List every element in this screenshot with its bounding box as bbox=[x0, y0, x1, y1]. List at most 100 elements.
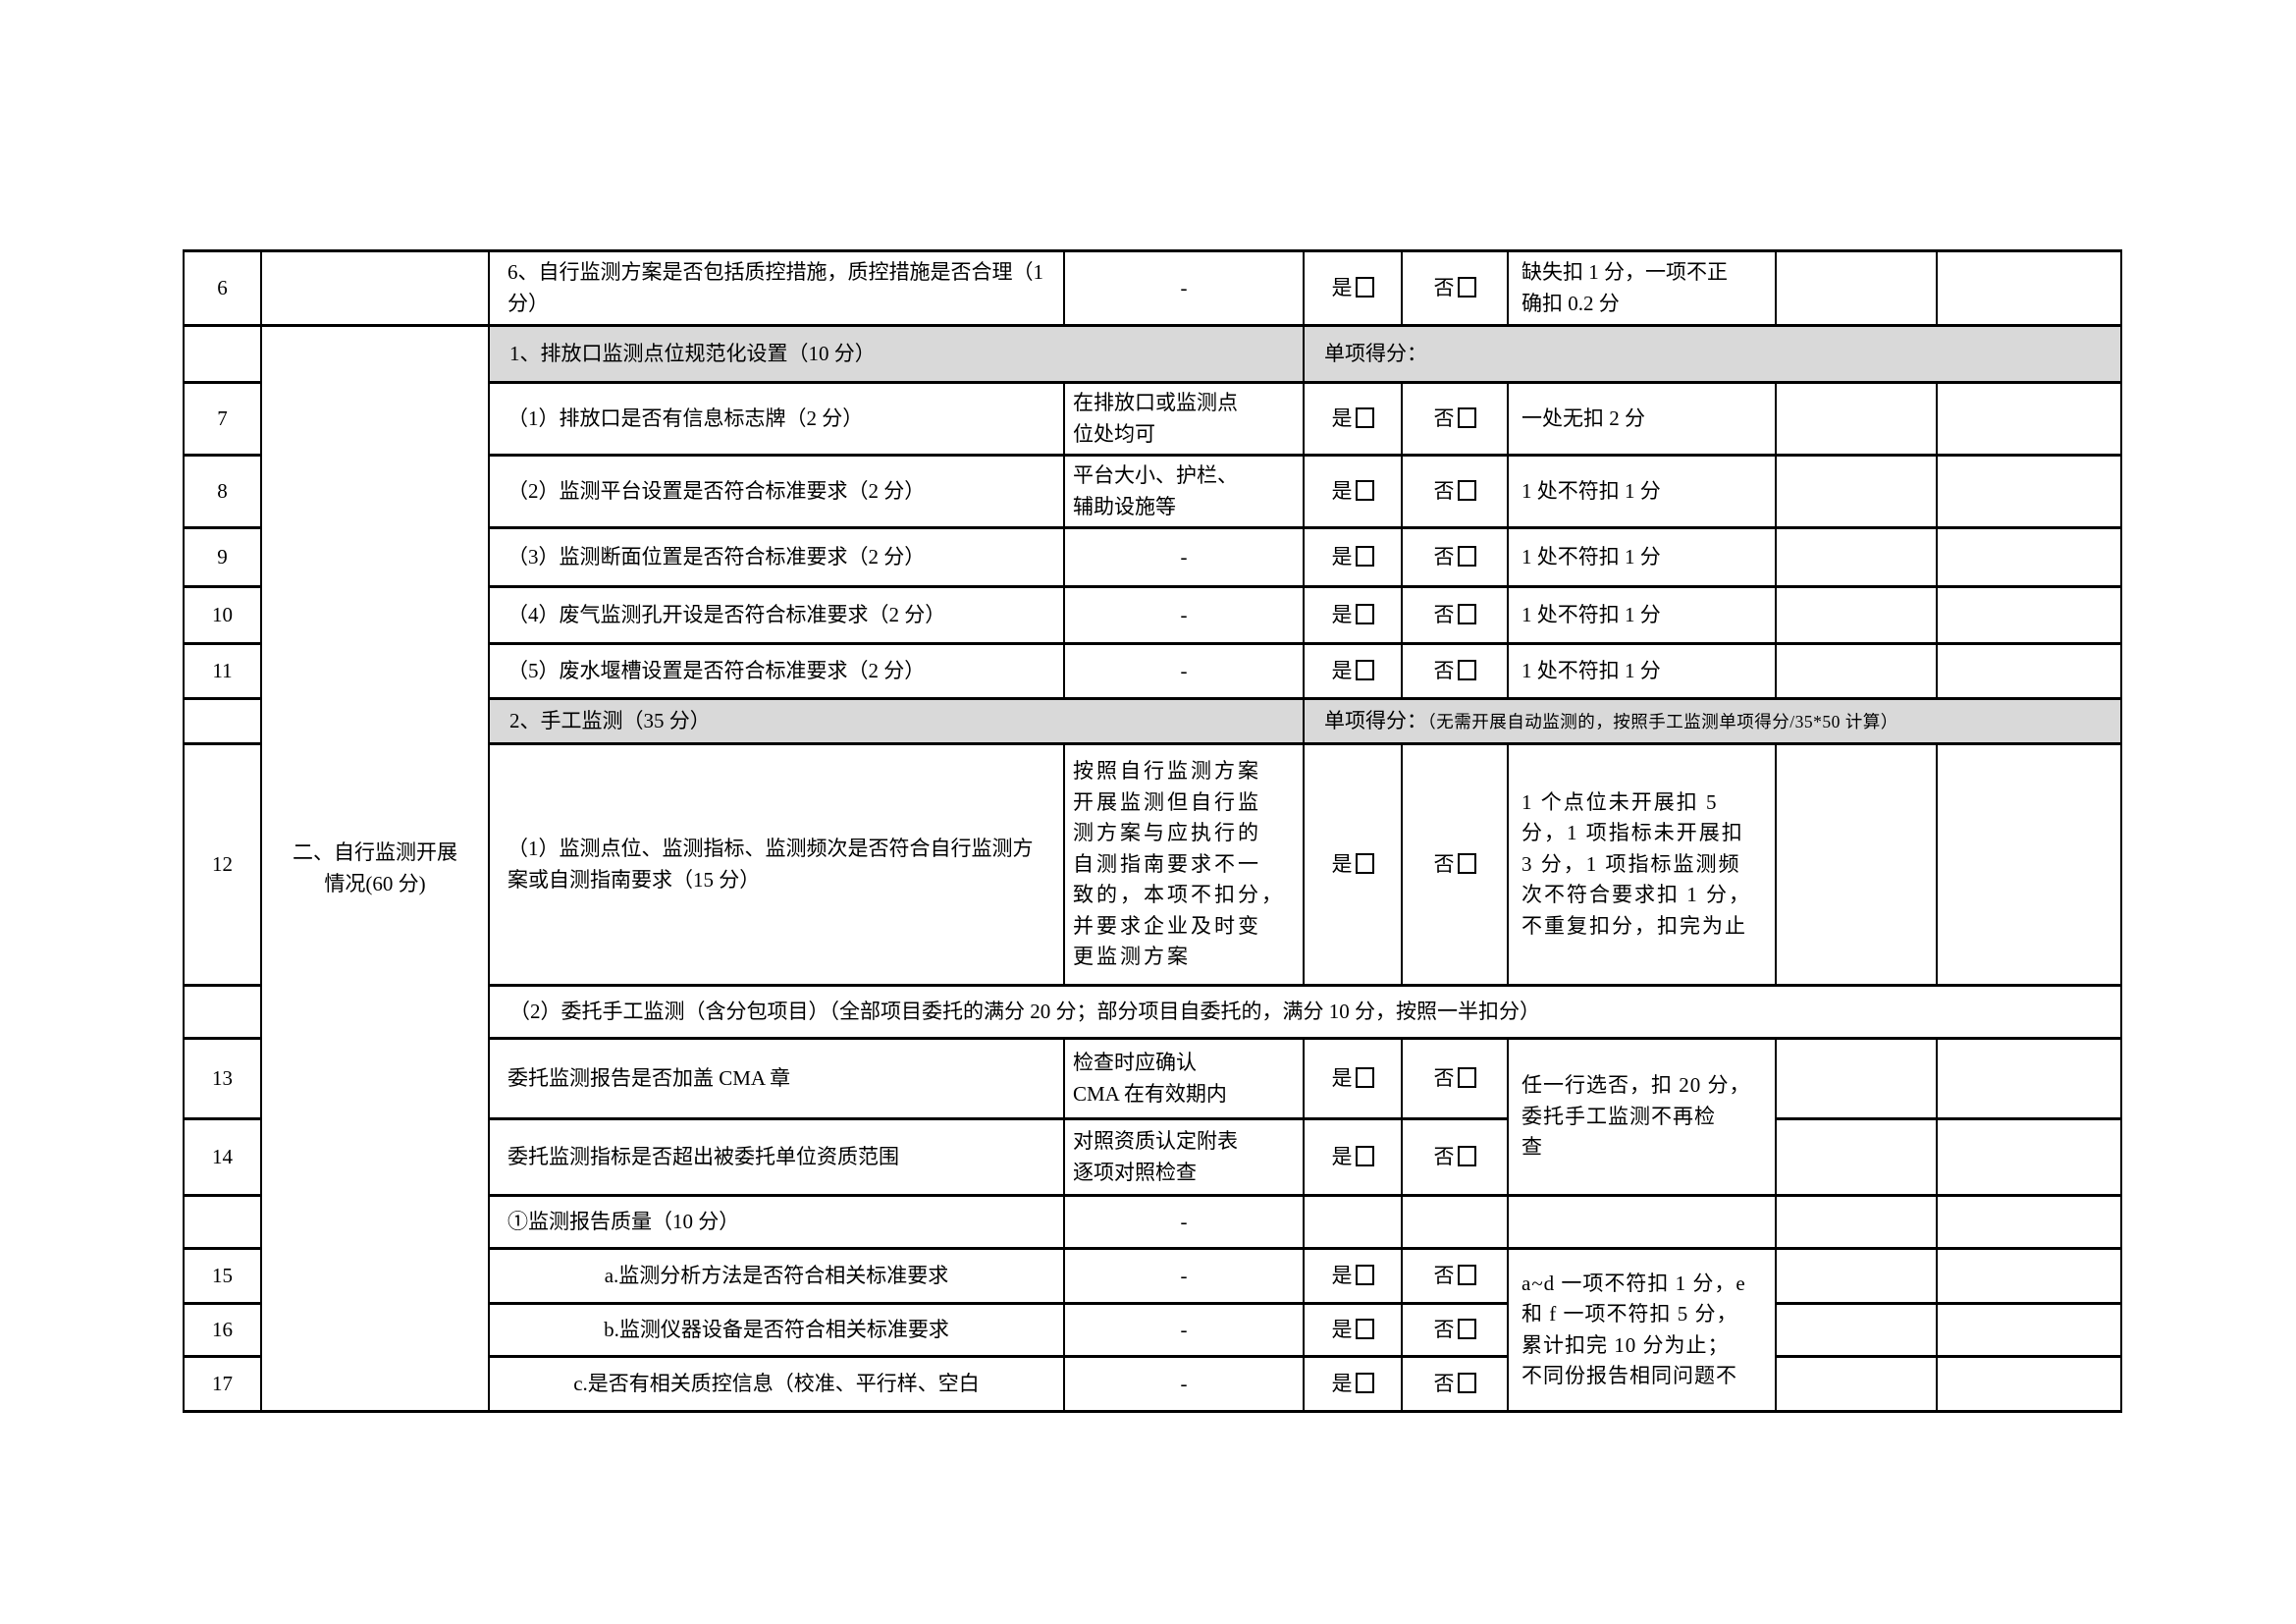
no-label: 否 bbox=[1433, 1371, 1455, 1395]
no-checkbox[interactable] bbox=[1457, 406, 1476, 428]
no-checkbox[interactable] bbox=[1457, 603, 1476, 624]
no-label: 否 bbox=[1433, 544, 1455, 568]
no-cell: 否 bbox=[1401, 742, 1509, 987]
no-label: 否 bbox=[1433, 1263, 1455, 1287]
blank-note-cell[interactable] bbox=[1936, 585, 2122, 645]
yes-cell: 是 bbox=[1303, 1355, 1403, 1413]
blank-note-cell[interactable] bbox=[1936, 454, 2122, 529]
blank-note-cell[interactable] bbox=[1936, 1117, 2122, 1197]
no-checkbox[interactable] bbox=[1457, 1264, 1476, 1285]
blank-score-cell[interactable] bbox=[1775, 1037, 1938, 1120]
yes-cell: 是 bbox=[1303, 642, 1403, 700]
deduction-text: 1 处不符扣 1 分 bbox=[1507, 585, 1777, 645]
remark-text: 按照自行监测方案 开展监测但自行监 测方案与应执行的 自测指南要求不一 致的，本… bbox=[1063, 742, 1305, 987]
no-checkbox[interactable] bbox=[1457, 479, 1476, 501]
blank-note-cell[interactable] bbox=[1936, 1247, 2122, 1305]
blank-score-cell[interactable] bbox=[1775, 381, 1938, 457]
table-row: 6 6、自行监测方案是否包括质控措施，质控措施是否合理（1 分） - 是 否 缺… bbox=[183, 249, 2122, 327]
no-label: 否 bbox=[1433, 478, 1455, 503]
blank-score-cell[interactable] bbox=[1775, 642, 1938, 700]
deduction-text: 1 个点位未开展扣 5 分，1 项指标未开展扣 3 分，1 项指标监测频 次不符… bbox=[1507, 742, 1777, 987]
remark-text: - bbox=[1063, 1302, 1305, 1358]
deduction-text: 1 处不符扣 1 分 bbox=[1507, 642, 1777, 700]
section-score-label: 单项得分： bbox=[1324, 708, 1427, 732]
yes-checkbox[interactable] bbox=[1355, 1372, 1374, 1393]
no-cell: 否 bbox=[1401, 1037, 1509, 1120]
table-row: 15 a.监测分析方法是否符合相关标准要求 - 是 否 a~d 一项不符扣 1 … bbox=[183, 1247, 2122, 1413]
table-row: 14 委托监测指标是否超出被委托单位资质范围 对照资质认定附表 逐项对照检查 是… bbox=[183, 1117, 2122, 1197]
no-checkbox[interactable] bbox=[1457, 1066, 1476, 1088]
table-row: 16 b.监测仪器设备是否符合相关标准要求 - 是 否 bbox=[183, 1302, 2122, 1358]
yes-checkbox[interactable] bbox=[1355, 1145, 1374, 1166]
blank-note-cell[interactable] bbox=[1936, 642, 2122, 700]
no-checkbox[interactable] bbox=[1457, 1318, 1476, 1339]
blank-score-cell[interactable] bbox=[1775, 1355, 1938, 1413]
yes-checkbox[interactable] bbox=[1355, 479, 1374, 501]
no-cell: 否 bbox=[1401, 249, 1509, 327]
no-checkbox[interactable] bbox=[1457, 1145, 1476, 1166]
yes-label: 是 bbox=[1331, 851, 1353, 876]
blank-score-cell[interactable] bbox=[1775, 585, 1938, 645]
blank-note-cell[interactable] bbox=[1936, 742, 2122, 987]
yes-checkbox[interactable] bbox=[1355, 659, 1374, 680]
yes-checkbox[interactable] bbox=[1355, 545, 1374, 567]
blank-note-cell[interactable] bbox=[1936, 249, 2122, 327]
yes-checkbox[interactable] bbox=[1355, 1066, 1374, 1088]
deduction-text: 一处无扣 2 分 bbox=[1507, 381, 1777, 457]
no-cell: 否 bbox=[1401, 1247, 1509, 1305]
blank-score-cell[interactable] bbox=[1775, 1117, 1938, 1197]
blank-score-cell[interactable] bbox=[1775, 454, 1938, 529]
blank-score-cell[interactable] bbox=[1775, 742, 1938, 987]
no-cell: 否 bbox=[1401, 1117, 1509, 1197]
category-cell-empty bbox=[260, 249, 490, 327]
yes-label: 是 bbox=[1331, 478, 1353, 503]
no-cell: 否 bbox=[1401, 454, 1509, 529]
no-label: 否 bbox=[1433, 406, 1455, 430]
item-text: a.监测分析方法是否符合相关标准要求 bbox=[488, 1247, 1065, 1305]
blank-score-cell[interactable] bbox=[1775, 249, 1938, 327]
remark-text: - bbox=[1063, 642, 1305, 700]
blank-score-cell[interactable] bbox=[1775, 1194, 1938, 1250]
remark-text: 对照资质认定附表 逐项对照检查 bbox=[1063, 1117, 1305, 1197]
item-text: ①监测报告质量（10 分） bbox=[488, 1194, 1065, 1250]
yes-label: 是 bbox=[1331, 658, 1353, 682]
deduction-text: 1 处不符扣 1 分 bbox=[1507, 526, 1777, 588]
no-checkbox[interactable] bbox=[1457, 545, 1476, 567]
no-label: 否 bbox=[1433, 1144, 1455, 1168]
yes-checkbox[interactable] bbox=[1355, 406, 1374, 428]
deduction-text: a~d 一项不符扣 1 分，e 和 f 一项不符扣 5 分， 累计扣完 10 分… bbox=[1507, 1247, 1777, 1413]
no-checkbox[interactable] bbox=[1457, 1372, 1476, 1393]
row-number-empty bbox=[183, 324, 262, 384]
blank-score-cell[interactable] bbox=[1775, 526, 1938, 588]
item-text: 委托监测指标是否超出被委托单位资质范围 bbox=[488, 1117, 1065, 1197]
deduction-cell-empty bbox=[1507, 1194, 1777, 1250]
no-label: 否 bbox=[1433, 1317, 1455, 1341]
remark-text: - bbox=[1063, 585, 1305, 645]
yes-checkbox[interactable] bbox=[1355, 1264, 1374, 1285]
row-number: 17 bbox=[183, 1355, 262, 1413]
blank-note-cell[interactable] bbox=[1936, 1355, 2122, 1413]
blank-score-cell[interactable] bbox=[1775, 1302, 1938, 1358]
yes-checkbox[interactable] bbox=[1355, 852, 1374, 874]
no-checkbox[interactable] bbox=[1457, 276, 1476, 298]
yes-label: 是 bbox=[1331, 406, 1353, 430]
no-checkbox[interactable] bbox=[1457, 852, 1476, 874]
yes-label: 是 bbox=[1331, 1065, 1353, 1090]
blank-note-cell[interactable] bbox=[1936, 526, 2122, 588]
yes-label: 是 bbox=[1331, 1371, 1353, 1395]
yes-checkbox[interactable] bbox=[1355, 276, 1374, 298]
yes-checkbox[interactable] bbox=[1355, 603, 1374, 624]
blank-note-cell[interactable] bbox=[1936, 1194, 2122, 1250]
row-number-empty bbox=[183, 984, 262, 1040]
no-checkbox[interactable] bbox=[1457, 659, 1476, 680]
remark-text: - bbox=[1063, 526, 1305, 588]
blank-note-cell[interactable] bbox=[1936, 1302, 2122, 1358]
yes-label: 是 bbox=[1331, 275, 1353, 299]
yes-checkbox[interactable] bbox=[1355, 1318, 1374, 1339]
blank-note-cell[interactable] bbox=[1936, 1037, 2122, 1120]
blank-score-cell[interactable] bbox=[1775, 1247, 1938, 1305]
blank-note-cell[interactable] bbox=[1936, 381, 2122, 457]
row-number: 6 bbox=[183, 249, 262, 327]
no-cell: 否 bbox=[1401, 526, 1509, 588]
deduction-text: 任一行选否，扣 20 分， 委托手工监测不再检 查 bbox=[1507, 1037, 1777, 1197]
